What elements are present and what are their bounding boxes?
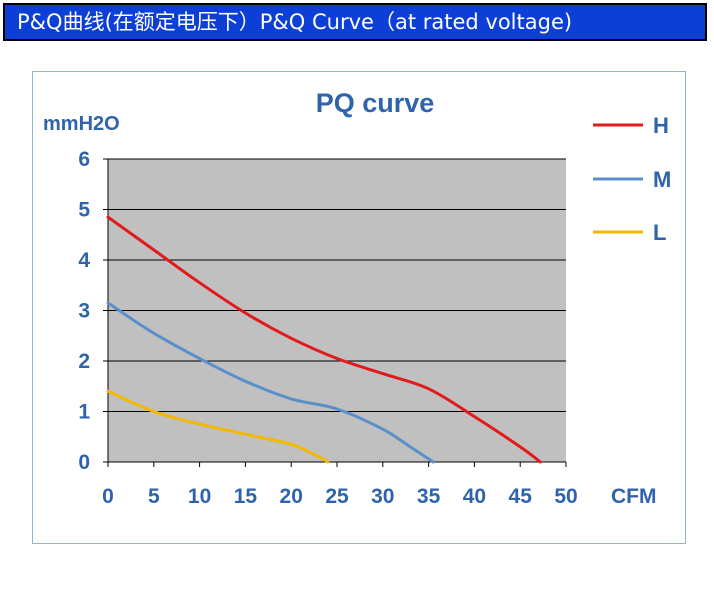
legend-label-H: H <box>653 113 669 138</box>
page-banner: P&Q曲线(在额定电压下）P&Q Curve（at rated voltage) <box>3 3 707 41</box>
x-tick-label-25: 25 <box>325 485 349 508</box>
x-tick-label-30: 30 <box>371 485 394 508</box>
y-tick-label-6: 6 <box>78 148 90 171</box>
series-line-H <box>106 215 542 464</box>
legend-label-L: L <box>653 220 666 245</box>
x-tick-label-50: 50 <box>554 485 577 508</box>
chart-title: PQ curve <box>316 88 435 118</box>
x-tick-label-45: 45 <box>509 485 533 508</box>
y-tick-label-4: 4 <box>78 249 90 272</box>
banner-title: P&Q曲线(在额定电压下）P&Q Curve（at rated voltage) <box>17 10 573 34</box>
legend-label-M: M <box>653 167 671 192</box>
y-axis-label: mmH2O <box>43 113 120 135</box>
series-line-L <box>106 389 330 464</box>
series-line-M <box>106 301 435 464</box>
y-tick-label-3: 3 <box>78 300 90 323</box>
y-tick-label-2: 2 <box>78 350 90 373</box>
x-tick-label-5: 5 <box>148 485 160 508</box>
y-tick-label-0: 0 <box>78 451 90 474</box>
x-tick-label-0: 0 <box>102 485 114 508</box>
x-tick-label-10: 10 <box>188 485 211 508</box>
chart-legend: H M L <box>593 113 671 245</box>
x-tick-label-15: 15 <box>234 485 258 508</box>
y-tick-label-1: 1 <box>78 401 90 424</box>
x-tick-label-35: 35 <box>417 485 441 508</box>
x-tick-label-20: 20 <box>280 485 303 508</box>
chart-frame: PQ curve mmH2O CFM 0 1 2 3 4 5 6 0 5 10 15 20 25 30 35… <box>32 71 686 544</box>
x-axis-label: CFM <box>611 485 657 508</box>
x-tick-label-40: 40 <box>463 485 486 508</box>
y-tick-label-5: 5 <box>78 199 90 222</box>
